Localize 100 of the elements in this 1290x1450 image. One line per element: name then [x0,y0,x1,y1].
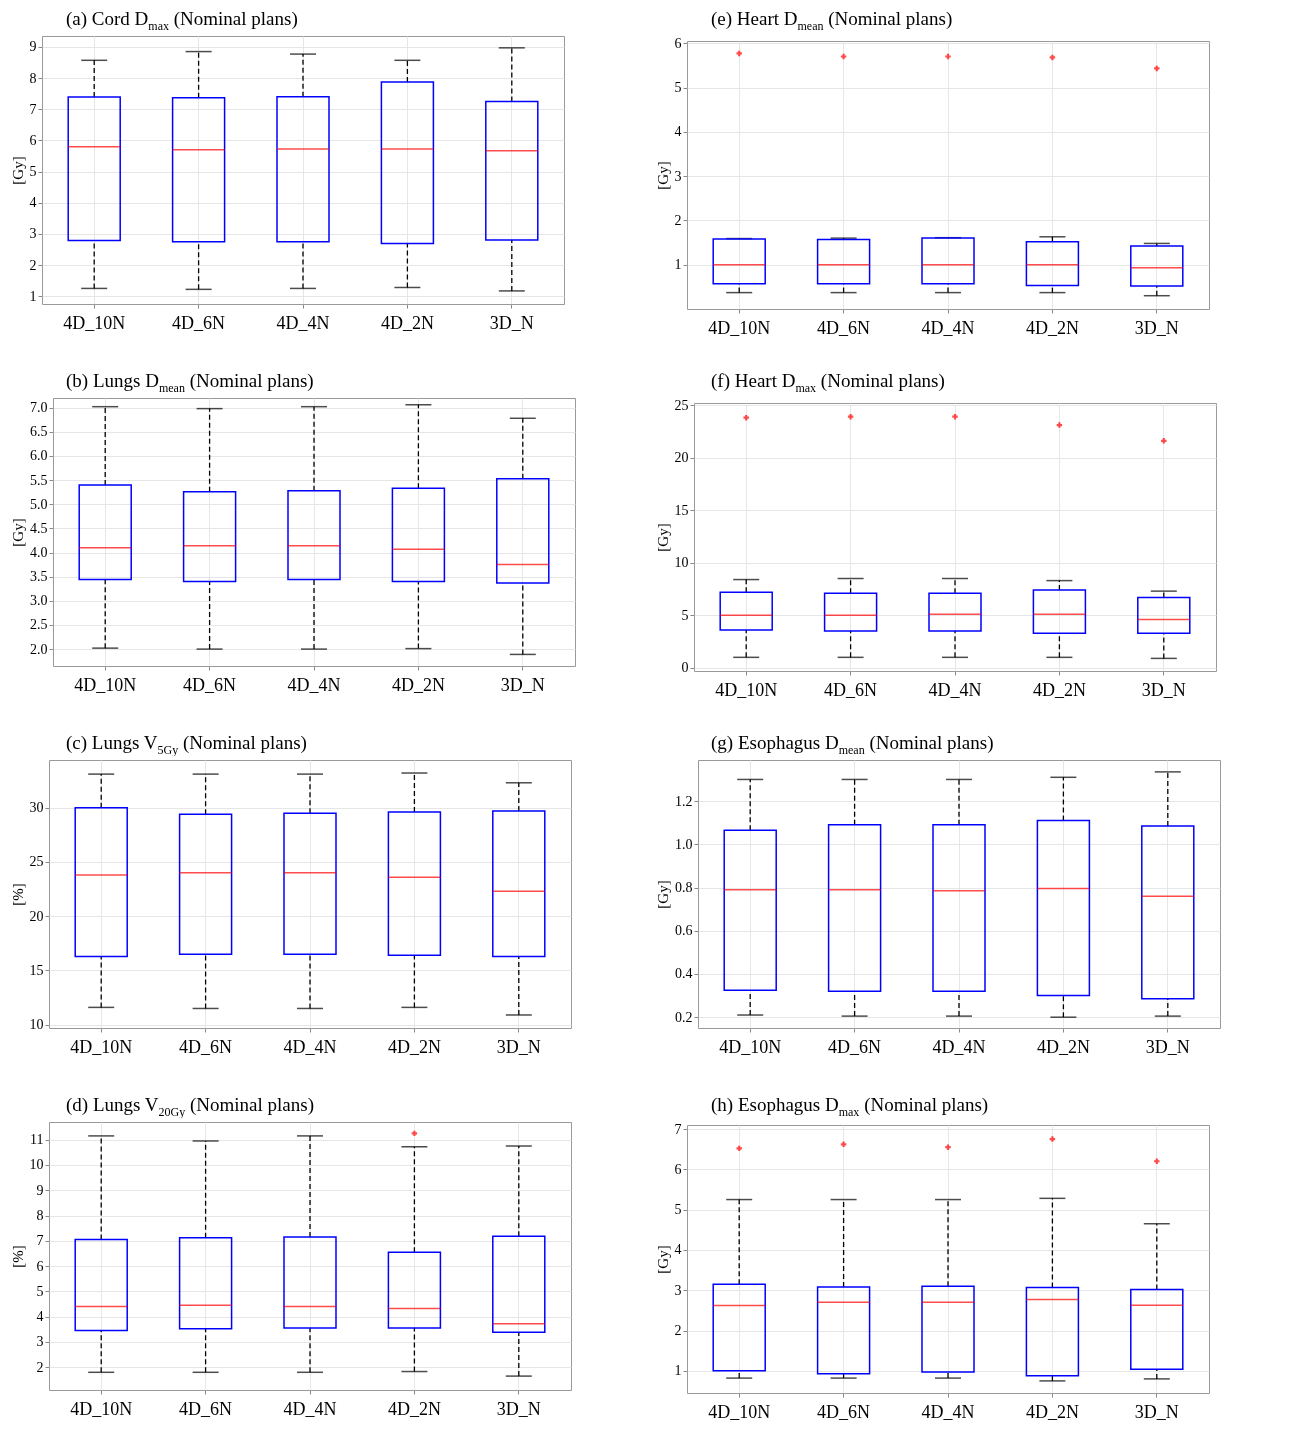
y-tick-label: 4 [36,1309,44,1325]
chart-title: (c) Lungs V$_{5Gy}$ (Nominal plans) [65,731,308,757]
x-tick-label: 3D_N [1134,1401,1179,1422]
y-tick-label: 6 [674,35,682,51]
y-axis-title: [%] [9,883,26,906]
x-tick-label: 4D_4N [921,317,975,338]
x-tick-label: 4D_4N [283,1398,337,1419]
y-tick-label: 1 [29,288,37,304]
y-tick-label: 8 [36,1208,44,1224]
x-tick-label: 4D_10N [719,1036,782,1057]
y-tick-label: 5 [674,80,682,96]
y-tick-label: 9 [36,1182,44,1198]
y-axis-title: [Gy] [10,518,26,547]
y-tick-label: 1 [674,1363,682,1379]
y-tick-label: 4 [674,1242,682,1258]
y-tick-label: 20 [674,450,689,466]
y-tick-label: 3 [36,1334,44,1350]
y-tick-label: 5.0 [30,496,48,512]
y-tick-label: 0.4 [675,966,693,982]
y-tick-label: 2 [29,257,37,273]
chart-title: (g) Esophagus D$_{mean}$ (Nominal plans) [710,731,995,757]
y-tick-label: 6.0 [30,448,48,464]
y-tick-label: 0 [681,660,689,676]
y-tick-label: 30 [29,800,44,816]
x-tick-label: 4D_6N [817,1401,871,1422]
y-axis-title: [Gy] [654,161,671,190]
x-tick-label: 4D_4N [287,674,341,695]
y-tick-label: 15 [29,962,44,978]
y-tick-label: 1 [674,257,682,273]
y-tick-label: 6 [29,132,37,148]
x-tick-label: 4D_10N [708,1401,771,1422]
x-tick-label: 4D_2N [387,1398,441,1419]
x-tick-label: 4D_6N [828,1036,882,1057]
y-tick-label: 8 [29,70,37,86]
x-tick-label: 4D_2N [1036,1036,1090,1057]
x-tick-label: 4D_10N [708,317,771,338]
y-tick-label: 10 [29,1017,44,1033]
y-tick-label: 2 [36,1359,44,1375]
y-tick-label: 11 [30,1132,44,1148]
y-tick-label: 6 [674,1161,682,1177]
chart-title: (d) Lungs V$_{20Gy}$ (Nominal plans) [65,1093,315,1119]
x-tick-label: 4D_10N [70,1398,133,1419]
y-tick-label: 0.8 [675,880,693,896]
x-tick-label: 4D_10N [63,312,126,333]
y-tick-label: 5 [36,1283,44,1299]
y-tick-label: 5 [674,1202,682,1218]
chart-title: (e) Heart D$_{mean}$ (Nominal plans) [710,7,954,33]
y-tick-label: 0.6 [675,923,693,939]
x-tick-label: 3D_N [496,1036,541,1057]
y-tick-label: 3 [29,226,37,242]
y-tick-label: 25 [674,397,689,413]
chart-title: (b) Lungs D$_{mean}$ (Nominal plans) [65,369,315,395]
x-tick-label: 4D_2N [387,1036,441,1057]
x-tick-label: 4D_6N [817,317,871,338]
y-axis-title: [Gy] [9,156,26,185]
y-axis-title: [Gy] [654,1245,671,1274]
y-tick-label: 1.2 [675,793,693,809]
x-tick-label: 4D_2N [1025,1401,1079,1422]
y-tick-label: 9 [29,39,37,55]
y-axis-title: [Gy] [655,880,671,909]
y-tick-label: 7 [674,1121,682,1137]
y-tick-label: 20 [29,908,44,924]
y-tick-label: 2.0 [30,641,48,657]
y-tick-label: 3 [674,168,682,184]
y-tick-label: 2.5 [30,617,48,633]
y-tick-label: 6 [36,1258,44,1274]
x-tick-label: 4D_6N [179,1036,233,1057]
x-tick-label: 4D_2N [1025,317,1079,338]
y-tick-label: 1.0 [675,836,693,852]
x-tick-label: 3D_N [1145,1036,1190,1057]
x-tick-label: 4D_10N [74,674,137,695]
x-tick-label: 4D_4N [276,312,330,333]
chart-title: (a) Cord D$_{max}$ (Nominal plans) [65,7,299,33]
y-tick-label: 10 [674,555,689,571]
x-tick-label: 4D_2N [380,312,434,333]
x-tick-label: 3D_N [1141,679,1186,700]
y-tick-label: 5 [29,164,37,180]
x-tick-label: 3D_N [489,312,534,333]
y-tick-label: 2 [674,1323,682,1339]
y-axis-title: [Gy] [654,523,671,552]
x-tick-label: 4D_4N [928,679,982,700]
y-tick-label: 5.5 [30,472,48,488]
x-tick-label: 4D_4N [283,1036,337,1057]
y-axis-title: [%] [9,1245,26,1268]
y-tick-label: 7 [29,101,37,117]
x-tick-label: 4D_6N [179,1398,233,1419]
x-tick-label: 4D_2N [391,674,445,695]
x-tick-label: 4D_2N [1032,679,1086,700]
y-tick-label: 3.5 [30,569,48,585]
x-tick-label: 4D_4N [921,1401,975,1422]
x-tick-label: 3D_N [496,1398,541,1419]
x-tick-label: 4D_6N [824,679,878,700]
y-tick-label: 0.2 [675,1009,693,1025]
x-tick-label: 3D_N [500,674,545,695]
y-tick-label: 5 [681,607,689,623]
x-tick-label: 3D_N [1134,317,1179,338]
y-tick-label: 4.0 [30,545,48,561]
y-tick-label: 10 [29,1157,44,1173]
y-tick-label: 6.5 [30,424,48,440]
x-tick-label: 4D_6N [183,674,237,695]
